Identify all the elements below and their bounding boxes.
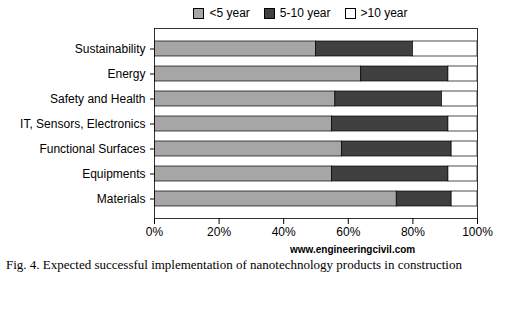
svg-text:60%: 60% xyxy=(336,225,360,239)
svg-text:Equipments: Equipments xyxy=(82,167,145,181)
svg-text:0%: 0% xyxy=(146,225,164,239)
html-text:5-10 year: 5-10 year xyxy=(279,6,331,20)
svg-text:IT, Sensors, Electronics: IT, Sensors, Electronics xyxy=(20,117,145,131)
html-text:www.engineeringcivil.com: www.engineeringcivil.com xyxy=(290,244,416,255)
svg-text:40%: 40% xyxy=(272,225,296,239)
html-text:<5 year: <5 year xyxy=(209,6,250,20)
svg-text:80%: 80% xyxy=(401,225,425,239)
svg-text:Energy: Energy xyxy=(107,67,145,81)
svg-text:20%: 20% xyxy=(207,225,231,239)
html-text:>10 year: >10 year xyxy=(360,6,408,20)
svg-text:Safety and Health: Safety and Health xyxy=(50,92,145,106)
svg-text:Functional Surfaces: Functional Surfaces xyxy=(39,142,145,156)
svg-text:100%: 100% xyxy=(462,225,493,239)
html-text:Fig. 4. Expected successful im: Fig. 4. Expected successful implementati… xyxy=(6,257,462,272)
svg-text:Sustainability: Sustainability xyxy=(75,42,146,56)
svg-text:Materials: Materials xyxy=(97,192,146,206)
